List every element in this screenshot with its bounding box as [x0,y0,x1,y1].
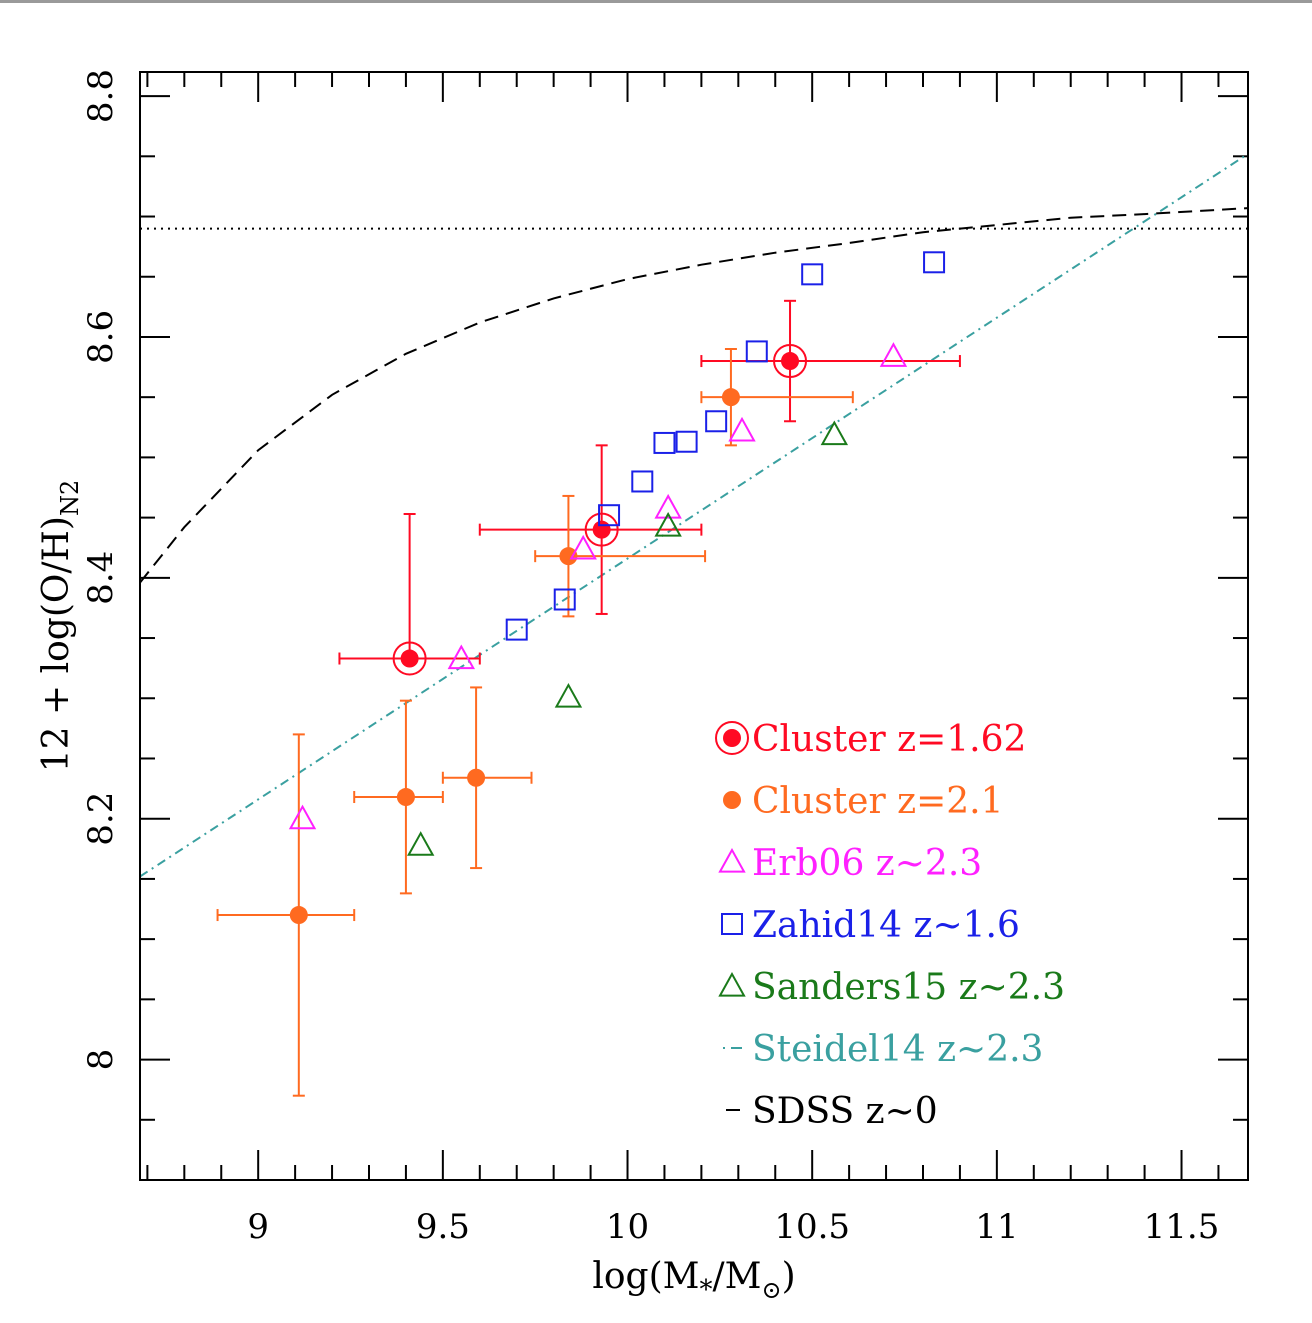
cluster21-point [467,768,486,787]
y-tick-label: 8.4 [81,551,121,605]
top-border-rule [0,0,1312,3]
legend-marker-ring [715,721,749,755]
cluster162-point-ring [584,512,619,547]
y-tick-label: 8.6 [81,310,121,364]
zahid14-point [675,430,698,453]
cluster21-point [396,788,415,807]
legend-entry-erb06: Erb06 z~2.3 [718,843,982,884]
zahid14-point [923,251,946,274]
data-points [216,251,961,1097]
erb06-point [288,804,317,830]
zahid14-point [705,410,728,433]
cluster21-point [721,388,740,407]
zahid14-point [553,588,576,611]
legend-label: Cluster z=1.62 [752,719,1026,760]
y-axis-title: 12 + log(O/H)N2 [36,480,84,773]
zahid14-point [598,504,621,527]
y-tick-label: 8.2 [81,792,121,846]
legend-entry-cluster162: Cluster z=1.62 [715,719,1026,760]
x-tick-label: 10.5 [774,1207,850,1247]
zahid14-point [745,340,768,363]
axis-ticks [140,72,1248,1181]
legend-entry-steidel14: Steidel14 z~2.3 [723,1029,1043,1070]
y-tick-label: 8.8 [81,69,121,123]
legend-marker [721,913,743,935]
legend: Cluster z=1.62 Cluster z=2.1 Erb06 z~2.3 Za… [715,719,1065,1132]
x-tick-label: 10 [606,1207,649,1247]
x-tick-label: 9.5 [416,1207,470,1247]
legend-label: Steidel14 z~2.3 [752,1029,1043,1070]
sanders15-point [820,420,849,446]
legend-label: Sanders15 z~2.3 [752,967,1065,1008]
x-tick-label: 11.5 [1144,1207,1220,1247]
legend-marker [723,791,741,809]
legend-label: Cluster z=2.1 [752,781,1004,822]
erb06-point [879,342,908,367]
tick-labels: 9 9.5 10 10.5 11 11.5 8 8.2 8.4 8.6 8.8 [81,69,1219,1247]
sanders15-point [554,682,583,708]
legend-marker [718,847,746,873]
cluster162-point [592,520,611,539]
cluster162-point [781,352,800,371]
legend-marker [718,971,746,997]
legend-marker [723,729,741,747]
legend-label: Erb06 z~2.3 [752,843,982,884]
sanders15-point [406,831,435,856]
steidel14-line [140,153,1248,878]
model-lines [140,153,1248,878]
zahid14-point [505,618,528,641]
legend-label: SDSS z~0 [752,1091,938,1132]
cluster162-point-ring [773,344,808,379]
erb06-point [447,644,476,670]
erb06-point [728,416,756,442]
sdss-line [140,207,1248,584]
zahid14-point [631,470,654,493]
y-tick-label: 8 [81,1049,121,1071]
cluster21-point [289,906,308,925]
legend-entry-sanders15: Sanders15 z~2.3 [718,967,1065,1008]
zahid14-point [653,431,676,454]
zahid14-point [801,263,824,286]
legend-entry-sdss: SDSS z~0 [726,1091,938,1132]
plot-frame [139,71,1249,1181]
cluster162-point-ring [392,641,427,676]
legend-label: Zahid14 z~1.6 [752,905,1020,946]
legend-entry-zahid14: Zahid14 z~1.6 [721,905,1020,946]
x-tick-label: 9 [247,1207,269,1247]
cluster162-point [400,649,419,668]
erb06-point [569,534,597,560]
legend-entry-cluster21: Cluster z=2.1 [723,781,1004,822]
x-axis-title: log(M*/M⊙) [592,1256,795,1305]
erb06-point [654,493,682,519]
sanders15-point [654,511,682,537]
cluster21-point [559,547,578,566]
x-tick-label: 11 [975,1207,1018,1247]
